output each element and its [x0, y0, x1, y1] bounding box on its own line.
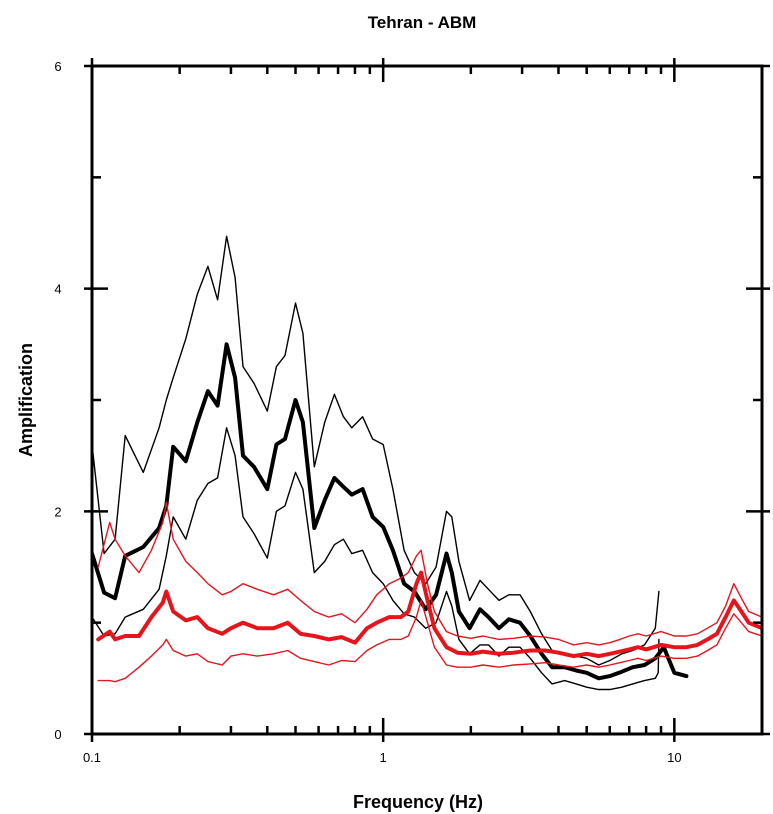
series-line-black-mean — [92, 342, 689, 681]
axes: 0.1 1 10 0 2 4 6 — [54, 58, 770, 765]
series-line-black-lower — [92, 427, 660, 691]
y-axis-label: Amplification — [16, 343, 36, 457]
series-line-red-mean — [96, 570, 762, 659]
y-tick-label: 2 — [54, 504, 61, 519]
x-tick-label: 10 — [667, 750, 681, 765]
x-axis-label: Frequency (Hz) — [353, 792, 483, 812]
series-layer — [92, 235, 762, 691]
y-tick-label: 4 — [54, 282, 61, 297]
x-tick-label: 1 — [380, 750, 387, 765]
plot-frame — [90, 64, 764, 736]
series-line-red-upper — [97, 501, 762, 646]
series-line-red-lower — [97, 599, 762, 683]
y-tick-label: 6 — [54, 59, 61, 74]
y-tick-label: 0 — [54, 727, 61, 742]
x-tick-label: 0.1 — [83, 750, 101, 765]
chart-title: Tehran - ABM — [368, 13, 477, 32]
